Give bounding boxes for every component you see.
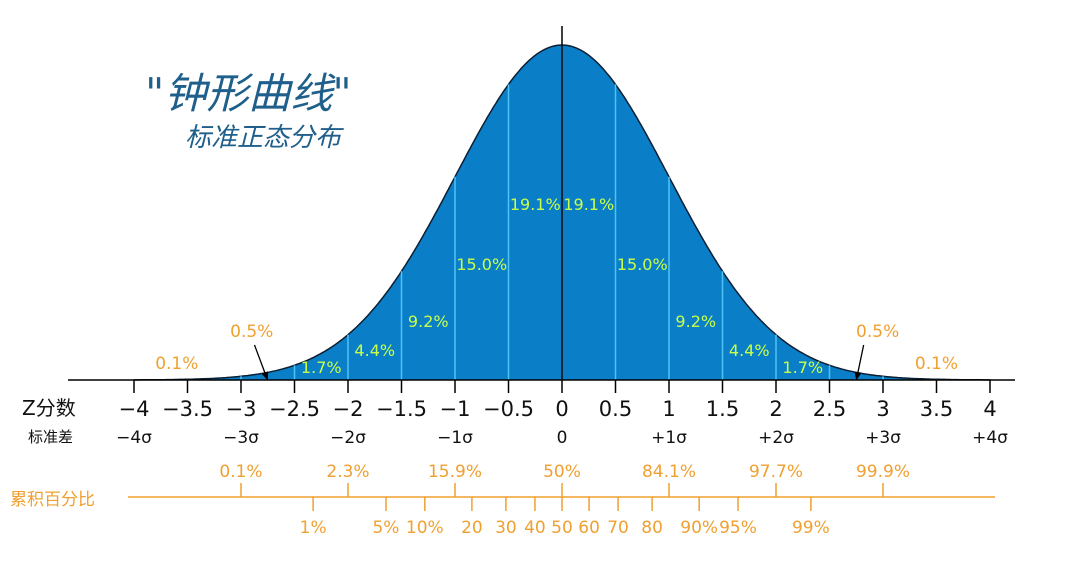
z-tick-label: −1.5: [376, 397, 427, 421]
cumulative-minor-label: 1%: [300, 518, 327, 538]
z-tick-label: 1.5: [706, 397, 739, 421]
z-tick-label: 0: [555, 397, 568, 421]
region-percentage: 1.7%: [301, 358, 342, 377]
z-tick-label: −2.5: [269, 397, 320, 421]
region-percentage: 9.2%: [408, 312, 449, 331]
sigma-tick-label: +3σ: [865, 428, 901, 448]
region-percentage: 19.1%: [563, 195, 614, 214]
tail-percentage: 0.5%: [856, 322, 899, 342]
z-row-label: Z分数: [22, 396, 76, 420]
region-percentage: 15.0%: [617, 255, 668, 274]
tail-arrow-head: [261, 371, 269, 381]
region-percentage: 4.4%: [729, 341, 770, 360]
title-main: "钟形曲线": [145, 69, 352, 118]
tail-arrow-head: [854, 371, 862, 381]
cumulative-minor-label: 90%: [680, 518, 718, 538]
z-tick-label: 3: [876, 397, 889, 421]
cumulative-major-label: 84.1%: [642, 462, 696, 482]
region-percentage: 4.4%: [354, 341, 395, 360]
z-tick-label: 4: [983, 397, 996, 421]
z-tick-label: −3: [226, 397, 257, 421]
z-tick-label: −2: [333, 397, 364, 421]
axis-layer: [68, 26, 1015, 511]
cumulative-minor-label: 70: [607, 518, 629, 538]
sigma-tick-label: −4σ: [116, 428, 152, 448]
region-percentage: 1.7%: [782, 358, 823, 377]
region-percentage: 19.1%: [510, 195, 561, 214]
tail-percentage: 0.1%: [915, 354, 958, 374]
z-tick-label: 2: [769, 397, 782, 421]
z-tick-label: −3.5: [162, 397, 213, 421]
z-tick-label: −4: [119, 397, 150, 421]
cumulative-minor-label: 40: [524, 518, 546, 538]
cumulative-major-label: 0.1%: [219, 462, 262, 482]
cumulative-minor-label: 99%: [792, 518, 830, 538]
cumulative-major-label: 97.7%: [749, 462, 803, 482]
sigma-tick-label: +2σ: [758, 428, 794, 448]
title-sub: 标准正态分布: [185, 123, 344, 153]
cumulative-minor-label: 20: [461, 518, 483, 538]
cumulative-minor-label: 95%: [719, 518, 757, 538]
cumulative-major-label: 50%: [543, 462, 581, 482]
z-tick-label: 3.5: [920, 397, 953, 421]
region-percentage: 15.0%: [456, 255, 507, 274]
cumulative-minor-label: 10%: [406, 518, 444, 538]
sigma-tick-label: −3σ: [223, 428, 259, 448]
sigma-tick-label: −1σ: [437, 428, 473, 448]
cumulative-major-label: 15.9%: [428, 462, 482, 482]
sigma-tick-label: +1σ: [651, 428, 687, 448]
z-tick-label: 1: [662, 397, 675, 421]
cumulative-minor-label: 50: [551, 518, 573, 538]
cumulative-row-label: 累积百分比: [10, 490, 95, 510]
z-tick-label: 2.5: [813, 397, 846, 421]
z-tick-label: −0.5: [483, 397, 534, 421]
cumulative-major-label: 2.3%: [326, 462, 369, 482]
tail-percentage: 0.1%: [155, 354, 198, 374]
sigma-tick-label: −2σ: [330, 428, 366, 448]
label-layer: −4 −3.5 −3 −2.5 −2 −1.5 −1 −0.5 0 0.5 1 1.5 2 2.5 3 3.5…: [116, 195, 1008, 538]
cumulative-minor-label: 60: [578, 518, 600, 538]
cumulative-minor-label: 80: [641, 518, 663, 538]
cumulative-minor-label: 30: [495, 518, 517, 538]
region-percentage: 9.2%: [675, 312, 716, 331]
cumulative-minor-label: 5%: [372, 518, 399, 538]
z-tick-label: 0.5: [599, 397, 632, 421]
z-tick-label: −1: [440, 397, 471, 421]
tail-percentage: 0.5%: [230, 322, 273, 342]
sigma-tick-label: 0: [557, 428, 568, 448]
sigma-row-label: 标准差: [28, 428, 73, 446]
sigma-tick-label: +4σ: [972, 428, 1008, 448]
cumulative-major-label: 99.9%: [856, 462, 910, 482]
